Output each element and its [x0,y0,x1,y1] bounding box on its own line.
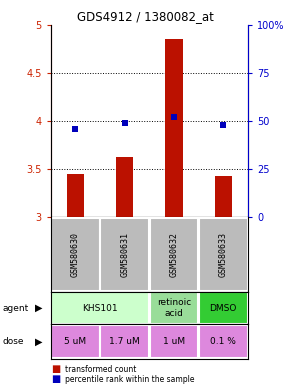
Bar [165,40,183,217]
Text: KHS101: KHS101 [82,304,118,313]
Bar [150,218,198,291]
Text: GSM580632: GSM580632 [169,232,179,277]
Text: DMSO: DMSO [210,304,237,313]
Text: 1 uM: 1 uM [163,337,185,346]
Text: 5 uM: 5 uM [64,337,86,346]
Bar [100,218,149,291]
Bar [100,325,149,358]
Bar [215,176,232,217]
Bar [51,218,100,291]
Text: transformed count: transformed count [65,365,137,374]
Bar [116,157,133,217]
Bar [150,293,198,324]
Text: GSM580633: GSM580633 [219,232,228,277]
Text: ▶: ▶ [35,337,43,347]
Bar [199,218,248,291]
Text: ■: ■ [51,374,60,384]
Text: GSM580630: GSM580630 [71,232,80,277]
Text: 1.7 uM: 1.7 uM [109,337,140,346]
Text: retinoic
acid: retinoic acid [157,298,191,318]
Text: GSM580631: GSM580631 [120,232,129,277]
Text: ■: ■ [51,364,60,374]
Bar [150,325,198,358]
Text: percentile rank within the sample: percentile rank within the sample [65,375,195,384]
Bar [199,325,248,358]
Bar [67,174,84,217]
Bar [51,293,149,324]
Text: agent: agent [3,304,29,313]
Text: dose: dose [3,337,24,346]
Text: GDS4912 / 1380082_at: GDS4912 / 1380082_at [77,10,213,23]
Bar [199,293,248,324]
Text: 0.1 %: 0.1 % [210,337,236,346]
Text: ▶: ▶ [35,303,43,313]
Bar [51,325,100,358]
